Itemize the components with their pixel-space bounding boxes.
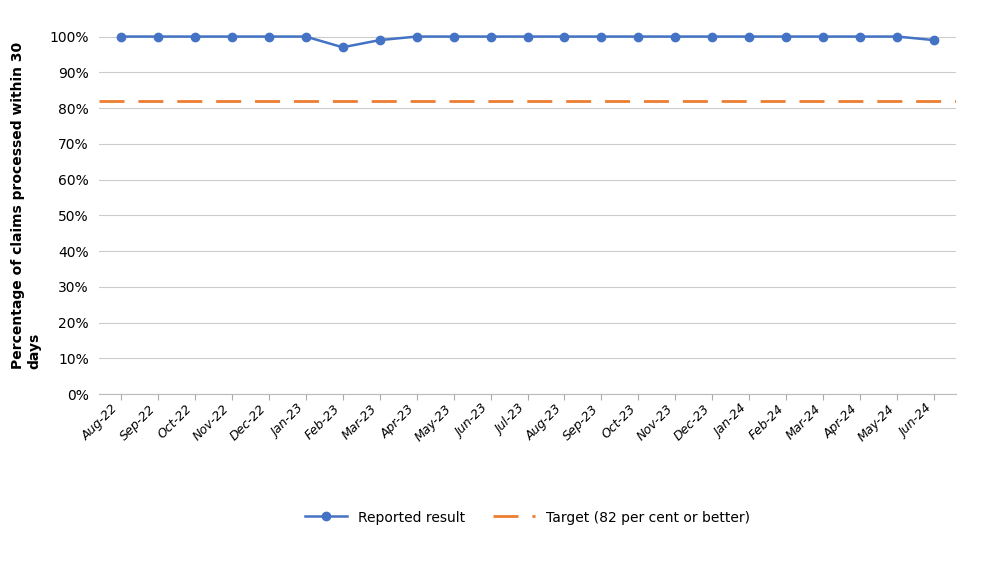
Reported result	[484, 33, 496, 40]
Reported result	[706, 33, 718, 40]
Reported result	[596, 33, 607, 40]
Reported result	[780, 33, 792, 40]
Reported result	[448, 33, 459, 40]
Reported result	[669, 33, 681, 40]
Reported result	[374, 37, 386, 43]
Legend: Reported result, Target (82 per cent or better): Reported result, Target (82 per cent or …	[300, 506, 755, 530]
Reported result	[300, 33, 312, 40]
Reported result	[558, 33, 570, 40]
Reported result	[928, 37, 940, 43]
Reported result	[114, 33, 126, 40]
Reported result	[817, 33, 829, 40]
Reported result	[854, 33, 866, 40]
Reported result	[891, 33, 903, 40]
Reported result	[632, 33, 644, 40]
Target (82 per cent or better)	[114, 97, 126, 104]
Reported result	[743, 33, 755, 40]
Reported result	[522, 33, 533, 40]
Reported result	[336, 44, 349, 51]
Reported result	[226, 33, 238, 40]
Line: Reported result: Reported result	[116, 33, 939, 51]
Reported result	[262, 33, 274, 40]
Y-axis label: Percentage of claims processed within 30
days: Percentage of claims processed within 30…	[11, 42, 41, 369]
Reported result	[188, 33, 201, 40]
Reported result	[152, 33, 164, 40]
Target (82 per cent or better)	[152, 97, 164, 104]
Reported result	[410, 33, 422, 40]
